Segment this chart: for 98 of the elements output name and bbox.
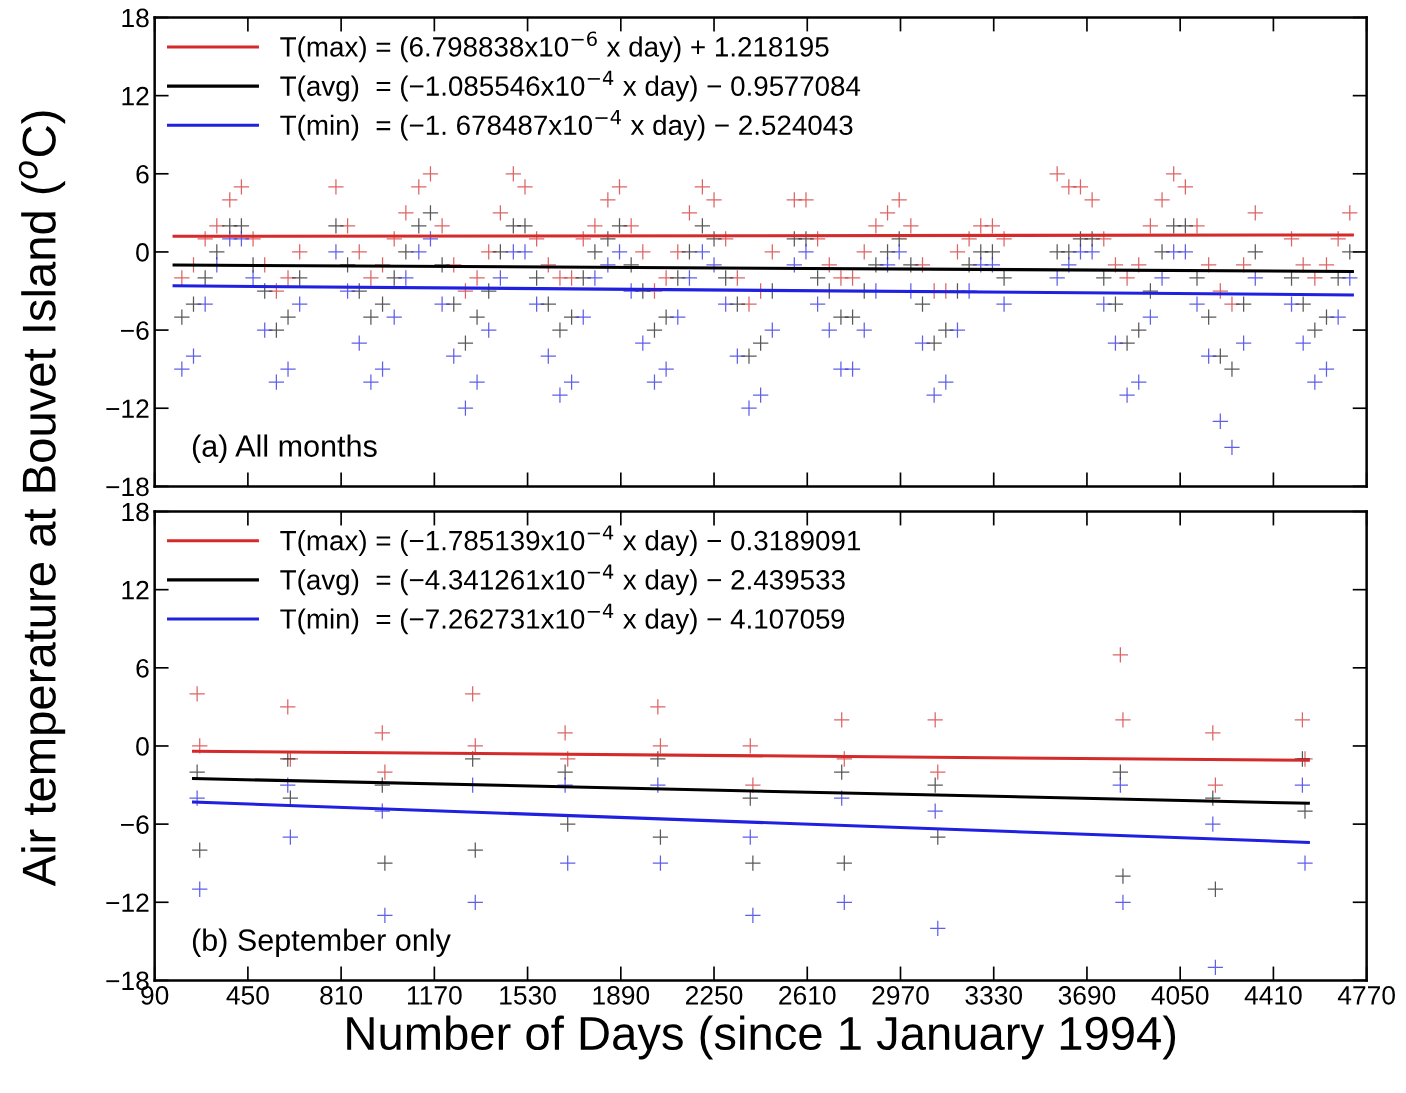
y-tick-label: −12 <box>106 893 149 912</box>
point <box>1114 867 1132 885</box>
point <box>556 724 574 742</box>
point <box>376 854 394 872</box>
point <box>744 776 762 794</box>
point <box>649 750 667 768</box>
point <box>1204 724 1222 742</box>
y-tick-label: 0 <box>136 243 149 262</box>
point <box>559 750 576 768</box>
point <box>191 880 208 898</box>
point <box>1207 776 1224 794</box>
annotation: (b) September only <box>192 928 451 957</box>
legend-label: T(max) = (−1.785139x10$^{−4}$ x day) − 0.3189091 <box>280 525 861 556</box>
x-tick-label: 4410 <box>1244 985 1302 1005</box>
point <box>464 685 481 703</box>
point <box>559 815 576 833</box>
point <box>833 711 850 729</box>
x-tick-label: 4770 <box>1337 985 1395 1005</box>
x-tick-label: 1890 <box>593 985 650 1005</box>
annotation: (a) All months <box>192 434 377 463</box>
point <box>1114 894 1132 911</box>
point <box>282 789 299 807</box>
point <box>926 711 944 729</box>
point <box>376 907 394 924</box>
point <box>926 776 944 794</box>
y-tick-label: −18 <box>106 477 149 497</box>
point <box>833 789 850 807</box>
point <box>926 802 944 820</box>
legend-label: T(min) = (−7.262731x10$^{−4}$ x day) − 4.107059 <box>280 603 845 635</box>
point <box>466 841 484 859</box>
point <box>1204 815 1222 833</box>
y-axis-title: Air temperature at Bouvet Island ($^{o}$C) <box>18 111 66 887</box>
point <box>282 828 299 846</box>
x-tick-label: 3330 <box>965 985 1023 1005</box>
y-tick-label: 6 <box>136 164 149 184</box>
point <box>744 854 762 872</box>
point <box>1294 711 1311 729</box>
point <box>191 737 208 755</box>
point <box>1112 646 1129 664</box>
point <box>1294 776 1311 794</box>
x-tick-label: 1530 <box>500 985 556 1005</box>
point <box>374 802 391 820</box>
point <box>649 776 667 794</box>
point <box>1207 880 1224 898</box>
y-tick-label: 12 <box>122 580 149 600</box>
point <box>1296 802 1314 820</box>
point <box>279 776 297 794</box>
x-tick-label: 810 <box>320 985 363 1005</box>
point <box>833 763 850 781</box>
point <box>1296 854 1314 872</box>
x-tick-label: 1170 <box>407 985 462 1005</box>
point <box>652 828 669 846</box>
x-tick-label: 450 <box>226 985 269 1005</box>
point <box>188 789 206 807</box>
point <box>836 894 853 911</box>
point <box>191 841 208 859</box>
point <box>1207 959 1224 976</box>
point <box>1204 789 1222 807</box>
y-tick-label: −6 <box>121 815 149 834</box>
point <box>649 698 667 716</box>
point <box>652 854 669 872</box>
point <box>374 776 391 794</box>
point <box>836 750 853 768</box>
point <box>556 776 574 794</box>
point <box>1112 776 1129 794</box>
x-axis-title: Number of Days (since 1 January 1994) <box>347 1015 1176 1060</box>
x-tick-label: 3690 <box>1058 985 1116 1005</box>
point <box>929 763 947 781</box>
point <box>1114 711 1132 729</box>
point <box>836 854 853 872</box>
point <box>742 828 759 846</box>
point <box>279 698 297 716</box>
point <box>744 907 762 924</box>
y-tick-label: 18 <box>122 8 149 28</box>
legend-label: T(min) = (−1. 678487x10$^{−4}$ x day) − 2.524043 <box>280 109 853 141</box>
legend-label: T(max) = (6.798838x10$^{−6}$ x day) + 1.218195 <box>280 31 829 63</box>
legend-label: T(avg) = (−1.085546x10$^{−4}$ x day) − 0.9577084 <box>280 70 861 102</box>
y-tick-label: −6 <box>121 321 149 340</box>
legend-label: T(avg) = (−4.341261x10$^{−4}$ x day) − 2.439533 <box>280 564 845 596</box>
y-tick-label: 12 <box>122 86 149 106</box>
x-tick-label: 2970 <box>872 985 929 1005</box>
y-tick-label: 18 <box>122 502 149 522</box>
x-tick-label: 2610 <box>779 985 836 1005</box>
point <box>929 920 947 937</box>
y-tick-label: −12 <box>106 399 149 418</box>
point <box>374 724 391 742</box>
point <box>559 854 576 872</box>
point <box>742 737 759 755</box>
point <box>929 828 947 846</box>
point <box>466 894 484 911</box>
point <box>376 763 394 781</box>
x-tick-label: 4050 <box>1151 985 1209 1005</box>
point <box>464 750 481 768</box>
y-tick-label: 0 <box>136 737 149 756</box>
x-tick-label: 2250 <box>686 985 743 1005</box>
y-tick-label: 6 <box>136 658 149 678</box>
point <box>188 685 206 703</box>
point <box>652 737 669 755</box>
